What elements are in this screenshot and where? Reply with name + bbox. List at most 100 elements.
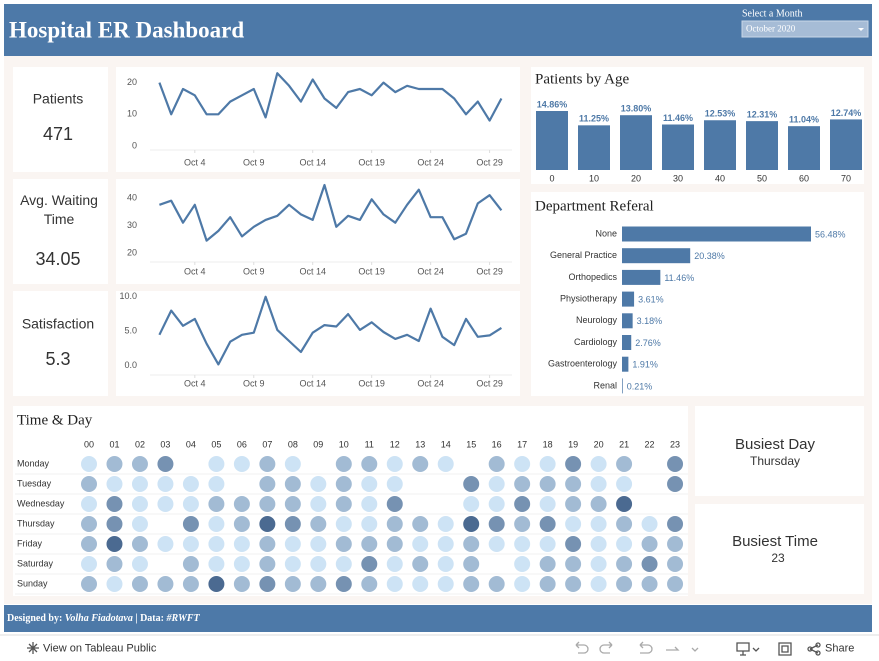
heat-cell xyxy=(106,516,123,532)
y-tick-label: Renal xyxy=(593,380,617,390)
busiest-time-card xyxy=(695,504,864,594)
bar xyxy=(622,226,811,242)
heat-cell xyxy=(361,456,378,472)
department-card xyxy=(531,192,864,396)
heat-cell xyxy=(616,496,633,512)
x-tick-label: Oct 19 xyxy=(358,266,385,276)
busiest-label: Busiest Time xyxy=(732,533,818,550)
heat-cell xyxy=(488,456,505,472)
kpi-label: Patients xyxy=(33,91,84,107)
fullscreen-button[interactable] xyxy=(778,642,792,656)
share-dot[interactable] xyxy=(815,642,821,648)
heat-cell xyxy=(106,456,123,472)
heat-cell xyxy=(616,556,633,572)
value-label: 1.91% xyxy=(632,360,658,370)
y-tick-label: Wednesday xyxy=(17,498,65,508)
heat-cell xyxy=(667,576,684,592)
y-tick-label: 40 xyxy=(127,192,137,202)
heat-cell xyxy=(361,496,378,512)
x-tick-label: Oct 19 xyxy=(358,378,385,388)
footer-separator: | Data: xyxy=(135,613,164,624)
heat-cell xyxy=(361,556,378,572)
month-dropdown[interactable]: October 2020 xyxy=(741,20,869,38)
heat-cell xyxy=(361,516,378,532)
x-tick-label: 20 xyxy=(631,173,641,183)
heat-cell xyxy=(335,556,352,572)
heat-cell xyxy=(233,576,250,592)
heat-cell xyxy=(386,456,403,472)
heat-cell xyxy=(361,576,378,592)
heat-cell xyxy=(182,556,199,572)
x-tick-label: Oct 29 xyxy=(476,157,503,167)
x-tick-label: 0 xyxy=(549,173,554,183)
heat-cell xyxy=(463,496,480,512)
heat-cell xyxy=(233,556,250,572)
x-tick-label: Oct 14 xyxy=(299,157,326,167)
heat-cell xyxy=(386,536,403,552)
heat-cell xyxy=(208,536,225,552)
refresh-button[interactable] xyxy=(666,646,699,652)
x-tick-label: Oct 4 xyxy=(184,157,206,167)
x-tick-label: 12 xyxy=(390,439,400,449)
share-button[interactable]: Share xyxy=(825,642,854,654)
y-tick-label: 10 xyxy=(127,109,137,119)
undo-button[interactable] xyxy=(575,641,589,654)
view-link[interactable]: View on Tableau Public xyxy=(43,642,157,654)
heat-cell xyxy=(131,476,148,492)
tableau-icon[interactable] xyxy=(27,642,39,654)
kpi-label: Satisfaction xyxy=(22,316,94,332)
heat-cell xyxy=(590,496,607,512)
device-button[interactable] xyxy=(736,642,760,656)
heat-cell xyxy=(616,476,633,492)
heat-cell xyxy=(565,456,582,472)
dropdown-value[interactable]: October 2020 xyxy=(746,24,796,34)
heat-cell xyxy=(335,476,352,492)
revert-button[interactable] xyxy=(639,641,653,654)
heat-cell xyxy=(131,496,148,512)
heat-cell xyxy=(514,476,531,492)
y-tick-label: Physiotherapy xyxy=(560,293,618,303)
redo-button[interactable] xyxy=(599,641,613,654)
value-label: 20.38% xyxy=(694,251,725,261)
dropdown-box[interactable] xyxy=(741,20,869,38)
heat-cell xyxy=(412,536,429,552)
bar xyxy=(622,291,635,307)
x-tick-label: Oct 24 xyxy=(417,266,444,276)
x-tick-label: Oct 14 xyxy=(299,378,326,388)
share-dot[interactable] xyxy=(807,646,813,652)
heat-cell xyxy=(157,476,174,492)
heat-cell xyxy=(514,576,531,592)
heat-cell xyxy=(590,516,607,532)
x-tick-label: Oct 29 xyxy=(476,378,503,388)
line-card xyxy=(116,179,520,284)
x-tick-label: 10 xyxy=(589,173,599,183)
heat-cell xyxy=(182,576,199,592)
x-tick-label: 02 xyxy=(135,439,145,449)
heat-cell xyxy=(590,576,607,592)
x-tick-label: 17 xyxy=(517,439,527,449)
x-tick-label: 03 xyxy=(160,439,170,449)
x-tick-label: 01 xyxy=(109,439,119,449)
line-series xyxy=(158,295,502,366)
share-dot[interactable] xyxy=(815,650,821,656)
value-label: 14.86% xyxy=(537,99,568,109)
heat-cell xyxy=(565,496,582,512)
heat-cell xyxy=(590,476,607,492)
heat-cell xyxy=(284,556,301,572)
dropdown-arrow[interactable] xyxy=(858,28,864,31)
heat-cell xyxy=(539,576,556,592)
value-label: 13.80% xyxy=(621,104,652,114)
y-tick-label: Friday xyxy=(17,538,43,548)
heat-cell xyxy=(386,516,403,532)
heat-cell xyxy=(539,536,556,552)
x-tick-label: 08 xyxy=(288,439,298,449)
heat-cell xyxy=(641,576,658,592)
view-on-tableau[interactable]: View on Tableau Public xyxy=(27,642,157,654)
kpi-value: 471 xyxy=(43,124,73,144)
heat-cell xyxy=(539,556,556,572)
bar xyxy=(622,335,632,350)
heat-cell xyxy=(488,516,505,532)
heat-cell xyxy=(539,456,556,472)
chart-title: Patients by Age xyxy=(535,71,630,87)
footer-text: Designed by: Volha Fiadotava | Data: #RW… xyxy=(7,613,201,624)
